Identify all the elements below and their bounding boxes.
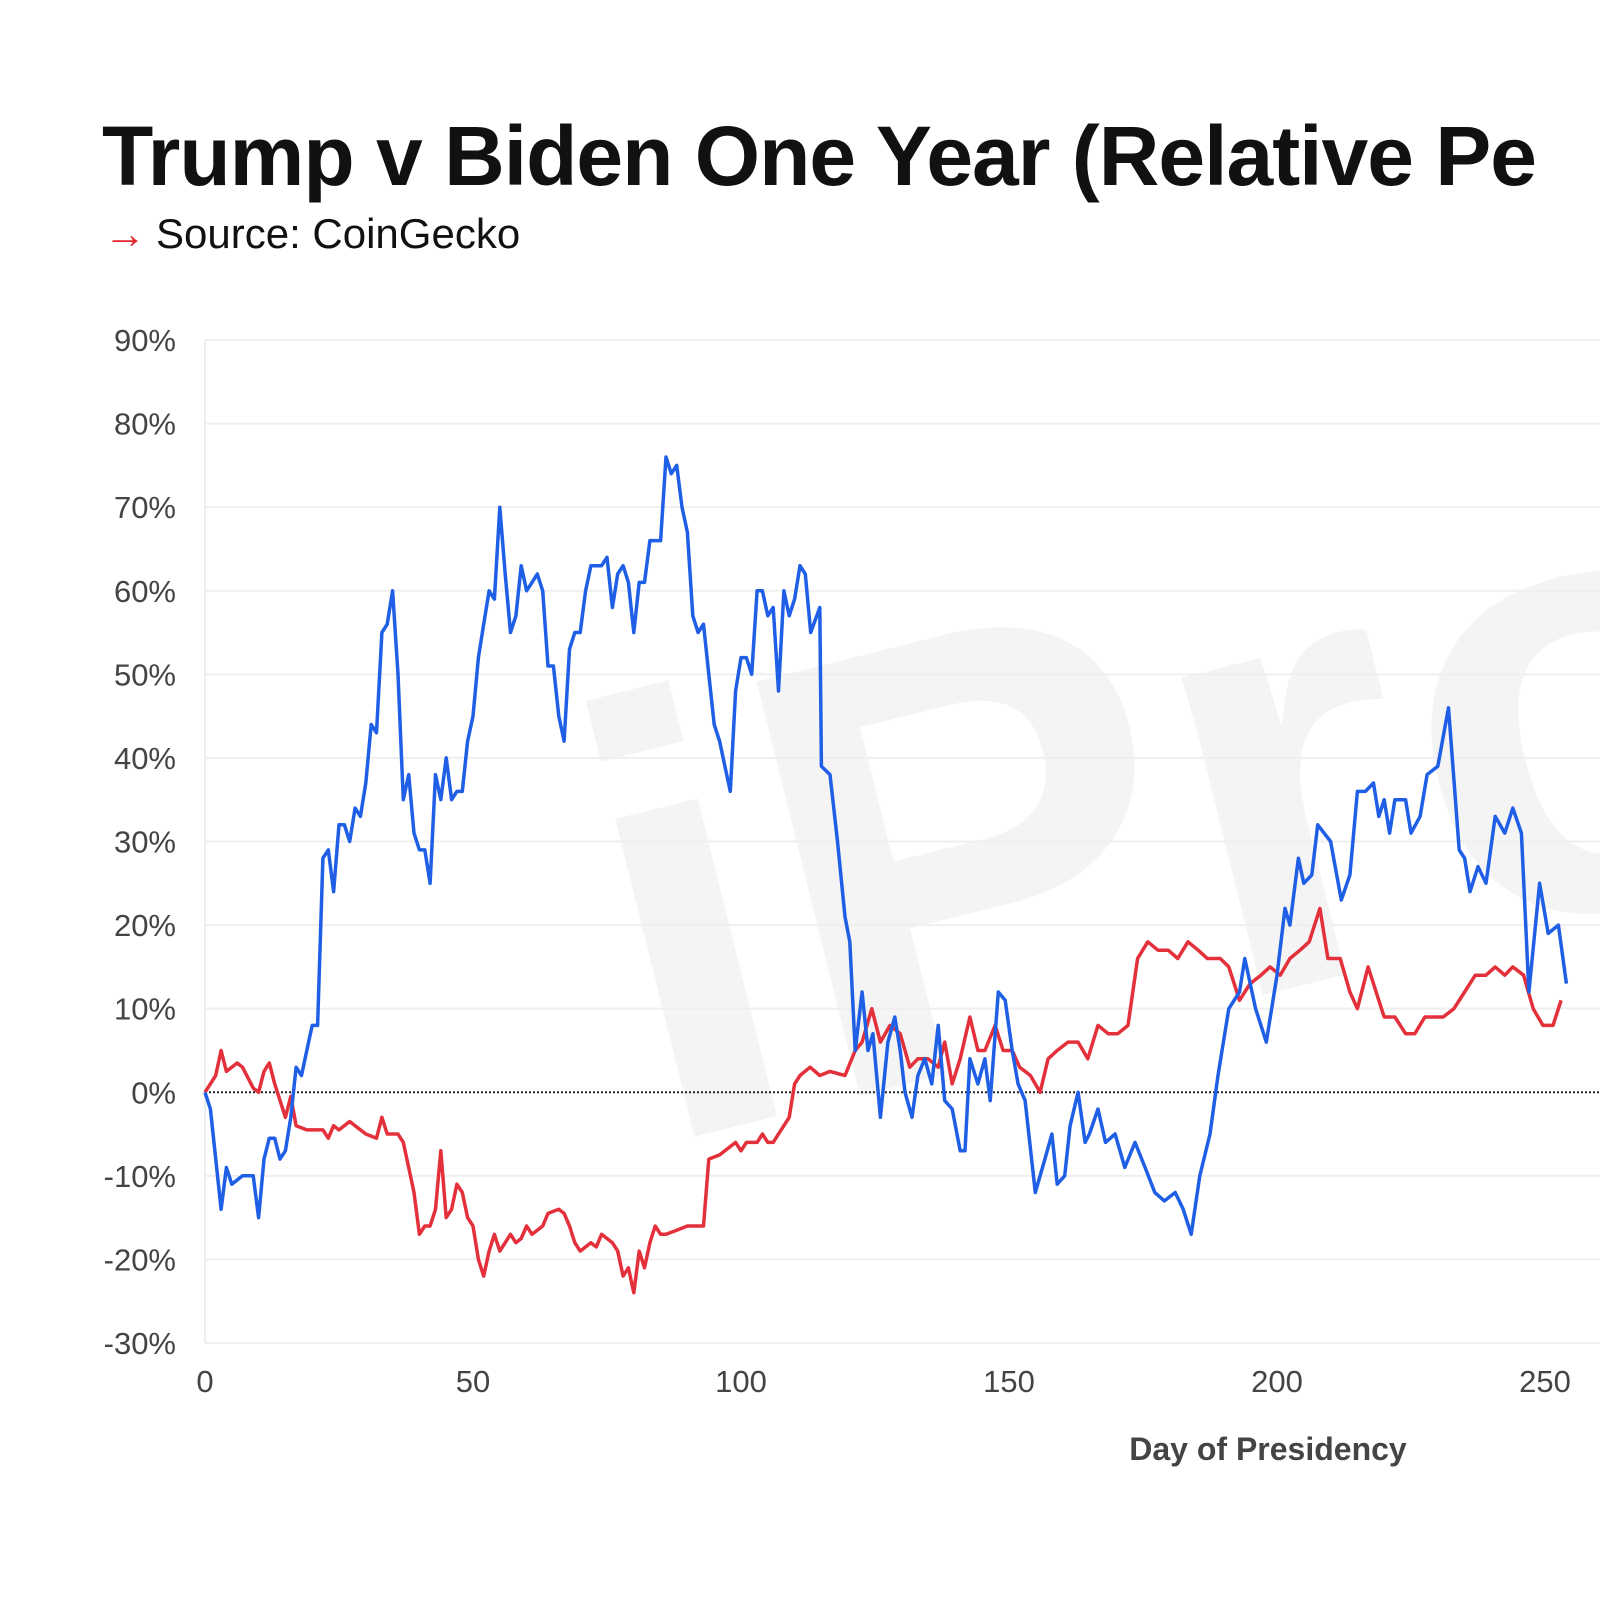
watermark: iProto xyxy=(517,171,1600,1276)
y-tick-label: 10% xyxy=(114,992,176,1027)
x-axis: 0 50 100 150 200 250 xyxy=(196,1364,1570,1399)
y-tick-label: 50% xyxy=(114,657,176,692)
x-tick-label: 200 xyxy=(1251,1364,1303,1399)
y-tick-label: 20% xyxy=(114,908,176,943)
x-tick-label: 0 xyxy=(196,1364,213,1399)
y-axis: 90% 80% 70% 60% 50% 40% 30% 20% 10% 0% -10% -20% -30… xyxy=(104,323,176,1361)
y-tick-label: -10% xyxy=(104,1159,176,1194)
chart-subtitle: → Source: CoinGecko xyxy=(104,210,520,258)
series-lines xyxy=(203,455,1569,1295)
chart-title-text: Trump v Biden One Year (Relative Pe xyxy=(102,109,1537,203)
y-tick-label: 90% xyxy=(114,323,176,358)
x-tick-label: 100 xyxy=(715,1364,767,1399)
chart-title: Trump v Biden One Year (Relative Pe xyxy=(102,108,1537,205)
y-tick-label: 40% xyxy=(114,741,176,776)
x-tick-label: 150 xyxy=(983,1364,1035,1399)
series-line-red xyxy=(203,906,1563,1295)
y-tick-label: 70% xyxy=(114,490,176,525)
arrow-right-icon: → xyxy=(104,210,146,257)
y-tick-label: 30% xyxy=(114,825,176,860)
series-line-blue xyxy=(203,455,1569,1237)
y-tick-label: 0% xyxy=(131,1075,176,1110)
y-tick-label: -30% xyxy=(104,1326,176,1361)
y-tick-label: 60% xyxy=(114,574,176,609)
x-tick-label: 50 xyxy=(456,1364,490,1399)
x-axis-label: Day of Presidency xyxy=(1129,1431,1407,1467)
gridlines xyxy=(204,339,1600,1344)
y-tick-label: 80% xyxy=(114,407,176,442)
watermark-text: iProto xyxy=(517,171,1600,1276)
source-text: Source: CoinGecko xyxy=(156,210,521,257)
y-tick-label: -20% xyxy=(104,1242,176,1277)
x-tick-label: 250 xyxy=(1519,1364,1571,1399)
